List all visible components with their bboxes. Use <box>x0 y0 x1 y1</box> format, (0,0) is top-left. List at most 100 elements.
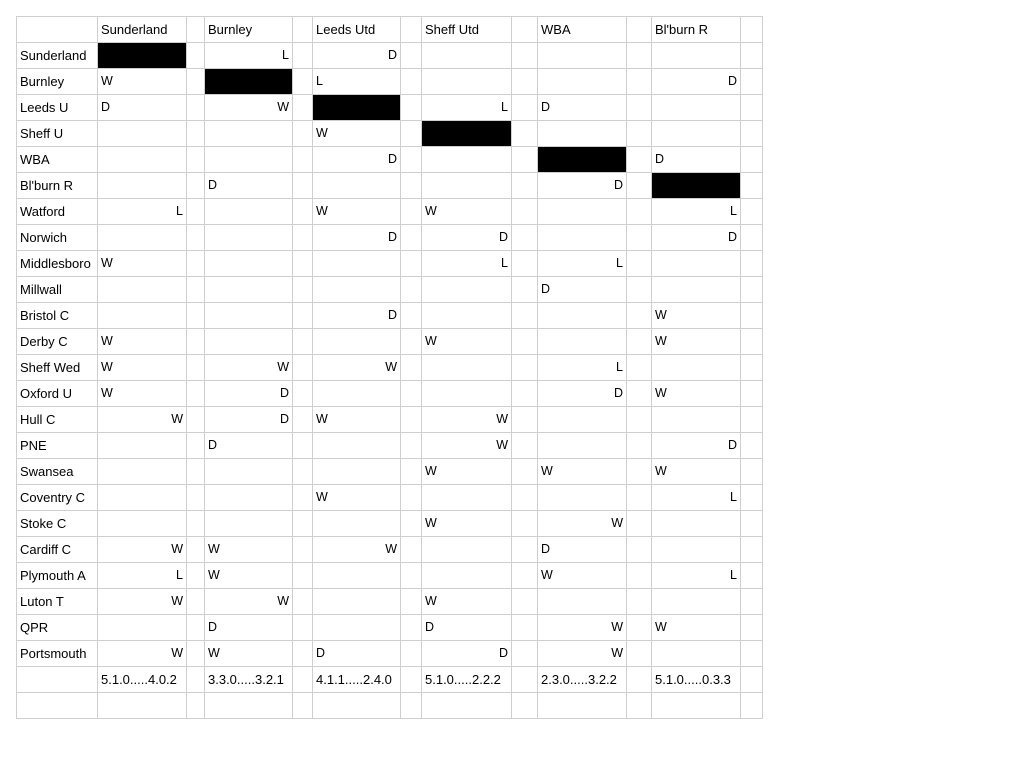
team-name-cell[interactable]: Leeds U <box>16 94 98 121</box>
empty-cell[interactable] <box>312 562 401 589</box>
result-cell[interactable]: L <box>204 42 293 69</box>
empty-cell[interactable] <box>511 588 538 615</box>
result-cell[interactable]: W <box>97 68 187 95</box>
empty-cell[interactable] <box>204 328 293 355</box>
spacer-cell[interactable] <box>186 666 205 693</box>
totals-cell[interactable]: 5.1.0.....4.0.2 <box>97 666 187 693</box>
empty-cell[interactable] <box>312 692 401 719</box>
empty-cell[interactable] <box>186 276 205 303</box>
empty-cell[interactable] <box>511 406 538 433</box>
result-cell[interactable]: W <box>312 120 401 147</box>
empty-cell[interactable] <box>626 588 652 615</box>
empty-cell[interactable] <box>186 42 205 69</box>
blocked-cell[interactable] <box>204 68 293 95</box>
totals-cell[interactable]: 3.3.0.....3.2.1 <box>204 666 293 693</box>
empty-cell[interactable] <box>511 354 538 381</box>
empty-cell[interactable] <box>511 562 538 589</box>
empty-cell[interactable] <box>421 484 512 511</box>
empty-cell[interactable] <box>400 380 422 407</box>
empty-cell[interactable] <box>511 276 538 303</box>
spacer-cell[interactable] <box>400 666 422 693</box>
empty-cell[interactable] <box>186 536 205 563</box>
empty-cell[interactable] <box>204 120 293 147</box>
empty-cell[interactable] <box>421 146 512 173</box>
empty-cell[interactable] <box>421 68 512 95</box>
empty-cell[interactable] <box>511 68 538 95</box>
empty-cell[interactable] <box>740 458 763 485</box>
team-name-cell[interactable]: QPR <box>16 614 98 641</box>
empty-cell[interactable] <box>511 614 538 641</box>
empty-cell[interactable] <box>292 94 313 121</box>
empty-cell[interactable] <box>292 42 313 69</box>
empty-cell[interactable] <box>292 484 313 511</box>
spacer-cell[interactable] <box>400 16 422 43</box>
result-cell[interactable]: W <box>421 458 512 485</box>
empty-cell[interactable] <box>626 614 652 641</box>
empty-cell[interactable] <box>16 692 98 719</box>
empty-cell[interactable] <box>186 640 205 667</box>
empty-cell[interactable] <box>651 94 741 121</box>
empty-cell[interactable] <box>400 328 422 355</box>
result-cell[interactable]: D <box>537 380 627 407</box>
result-cell[interactable]: W <box>651 328 741 355</box>
result-cell[interactable]: W <box>97 640 187 667</box>
empty-cell[interactable] <box>292 250 313 277</box>
empty-cell[interactable] <box>651 640 741 667</box>
spacer-cell[interactable] <box>292 16 313 43</box>
empty-cell[interactable] <box>312 510 401 537</box>
empty-cell[interactable] <box>626 692 652 719</box>
empty-cell[interactable] <box>740 484 763 511</box>
empty-cell[interactable] <box>740 250 763 277</box>
column-header[interactable]: Leeds Utd <box>312 16 401 43</box>
spacer-cell[interactable] <box>511 16 538 43</box>
empty-cell[interactable] <box>651 354 741 381</box>
empty-cell[interactable] <box>400 146 422 173</box>
empty-cell[interactable] <box>292 640 313 667</box>
team-name-cell[interactable]: Sheff Wed <box>16 354 98 381</box>
result-cell[interactable]: W <box>537 640 627 667</box>
empty-cell[interactable] <box>421 172 512 199</box>
empty-cell[interactable] <box>511 640 538 667</box>
empty-cell[interactable] <box>740 224 763 251</box>
result-cell[interactable]: W <box>651 380 741 407</box>
empty-cell[interactable] <box>626 354 652 381</box>
team-name-cell[interactable]: Derby C <box>16 328 98 355</box>
empty-cell[interactable] <box>312 588 401 615</box>
team-name-cell[interactable]: Burnley <box>16 68 98 95</box>
result-cell[interactable]: W <box>204 354 293 381</box>
empty-cell[interactable] <box>292 68 313 95</box>
result-cell[interactable]: D <box>204 432 293 459</box>
empty-cell[interactable] <box>312 276 401 303</box>
result-cell[interactable]: W <box>537 562 627 589</box>
result-cell[interactable]: L <box>421 250 512 277</box>
result-cell[interactable]: D <box>204 172 293 199</box>
result-cell[interactable]: D <box>312 224 401 251</box>
result-cell[interactable]: W <box>97 380 187 407</box>
empty-cell[interactable] <box>186 68 205 95</box>
empty-cell[interactable] <box>312 380 401 407</box>
empty-cell[interactable] <box>186 250 205 277</box>
empty-cell[interactable] <box>511 484 538 511</box>
result-cell[interactable]: W <box>537 510 627 537</box>
result-cell[interactable]: W <box>312 536 401 563</box>
empty-cell[interactable] <box>400 406 422 433</box>
result-cell[interactable]: W <box>204 588 293 615</box>
result-cell[interactable]: W <box>312 484 401 511</box>
result-cell[interactable]: D <box>421 614 512 641</box>
empty-cell[interactable] <box>292 224 313 251</box>
empty-cell[interactable] <box>511 94 538 121</box>
empty-cell[interactable] <box>400 354 422 381</box>
totals-cell[interactable]: 5.1.0.....0.3.3 <box>651 666 741 693</box>
empty-cell[interactable] <box>651 120 741 147</box>
result-cell[interactable]: W <box>421 406 512 433</box>
result-cell[interactable]: L <box>537 250 627 277</box>
empty-cell[interactable] <box>740 354 763 381</box>
empty-cell[interactable] <box>292 380 313 407</box>
blocked-cell[interactable] <box>651 172 741 199</box>
empty-cell[interactable] <box>511 146 538 173</box>
empty-cell[interactable] <box>421 302 512 329</box>
empty-cell[interactable] <box>740 198 763 225</box>
empty-cell[interactable] <box>292 328 313 355</box>
empty-cell[interactable] <box>740 510 763 537</box>
empty-cell[interactable] <box>97 614 187 641</box>
